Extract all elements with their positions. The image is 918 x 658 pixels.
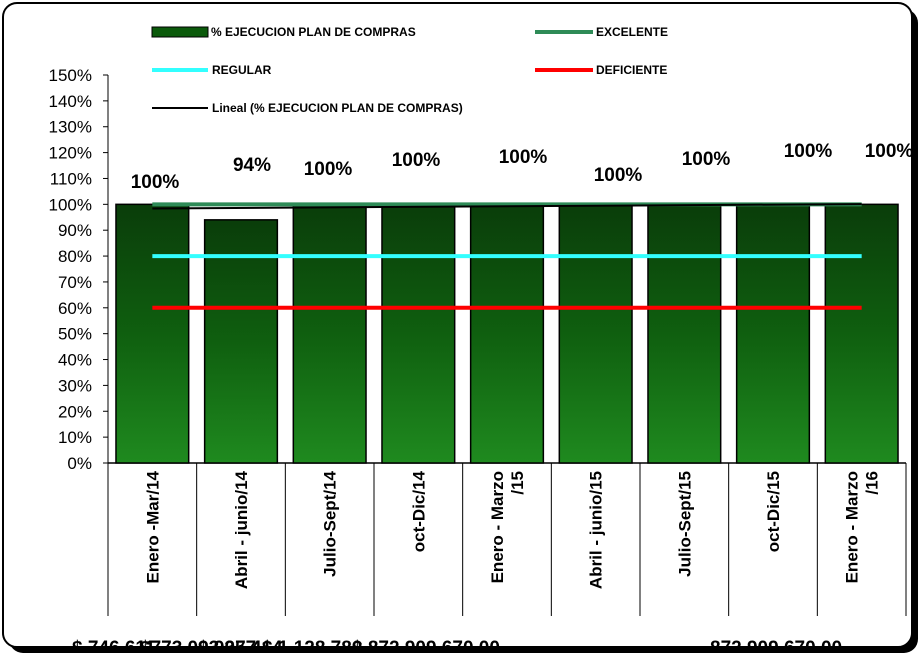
legend-label: DEFICIENTE xyxy=(596,63,667,77)
category-label-line: oct-Dic/15 xyxy=(764,471,783,552)
category-label-line: Julio-Sept/15 xyxy=(675,471,694,577)
category-label-line: Enero - Marzo xyxy=(843,471,862,583)
legend-label: EXCELENTE xyxy=(596,25,668,39)
data-label: 100% xyxy=(131,172,180,193)
y-tick-label: 70% xyxy=(58,273,92,292)
data-label: 100% xyxy=(784,141,833,162)
bar xyxy=(292,203,367,464)
bar xyxy=(735,203,811,464)
axes: 0% 10% 20% 30% 40% 50% 60% 70% 80% 90% 100% 110% 120… xyxy=(49,66,907,616)
legend-label: % EJECUCION PLAN DE COMPRAS xyxy=(211,25,416,39)
category-label-line: Abril - junio/15 xyxy=(587,471,606,589)
bar xyxy=(558,203,633,464)
category-label: Julio-Sept/14 xyxy=(321,470,340,576)
legend-label: Lineal (% EJECUCION PLAN DE COMPRAS) xyxy=(212,101,463,115)
data-label: 100% xyxy=(392,150,441,171)
category-label: Julio-Sept/15 xyxy=(675,471,694,577)
category-label: Abril - junio/14 xyxy=(232,470,251,589)
data-label: 100% xyxy=(865,141,914,162)
y-tick-label: 80% xyxy=(58,247,92,266)
y-tick-label: 120% xyxy=(49,144,92,163)
category-label-line: Enero - Marzo xyxy=(488,471,507,583)
y-tick-label: 0% xyxy=(67,454,92,473)
y-tick-label: 30% xyxy=(58,376,92,395)
legend: % EJECUCION PLAN DE COMPRAS EXCELENTE REGU… xyxy=(151,25,668,115)
bar xyxy=(469,203,545,464)
y-tick-label: 100% xyxy=(49,195,92,214)
bottom-amount: $ 872.909.670,00 xyxy=(352,638,500,653)
data-label: 100% xyxy=(304,159,353,180)
y-tick-label: 10% xyxy=(58,428,92,447)
category-label-line: Julio-Sept/14 xyxy=(321,470,340,576)
legend-swatch xyxy=(151,26,209,38)
y-tick-label: 150% xyxy=(49,66,92,85)
category-label-line: Abril - junio/14 xyxy=(232,470,251,589)
bottom-amount: $ 1.128.780 xyxy=(262,638,362,653)
bar xyxy=(203,219,279,464)
series-line xyxy=(152,203,862,210)
bar xyxy=(115,203,190,464)
category-label-line: Enero -Mar/14 xyxy=(143,470,162,583)
data-label: 94% xyxy=(233,155,271,176)
category-label-line: /15 xyxy=(508,471,527,495)
y-tick-label: 20% xyxy=(58,402,92,421)
category-label: Abril - junio/15 xyxy=(587,471,606,589)
data-label: 100% xyxy=(499,147,548,168)
y-tick-label: 130% xyxy=(49,118,92,137)
data-label: 100% xyxy=(594,165,643,186)
y-tick-label: 50% xyxy=(58,325,92,344)
legend-label: REGULAR xyxy=(212,63,272,77)
bar xyxy=(647,203,722,464)
category-label: Enero - Marzo/16 xyxy=(843,471,882,583)
marks: 100% 94% 100% 100% 100% 100% 100% 100% 100% xyxy=(115,141,914,464)
y-tick-label: 140% xyxy=(49,92,92,111)
bottom-amount: 872.909.670,00 xyxy=(710,638,842,653)
category-label: Enero -Mar/14 xyxy=(143,470,162,583)
y-tick-label: 110% xyxy=(50,169,92,188)
category-label-line: /16 xyxy=(863,471,882,495)
bottom-text: $ 746.611$773.093.077$ 935.414$ 1.128.78… xyxy=(72,638,842,658)
y-tick-label: 40% xyxy=(58,351,92,370)
category-label: Enero - Marzo/15 xyxy=(488,471,527,583)
outer-border xyxy=(2,2,913,648)
category-label-line: oct-Dic/14 xyxy=(409,470,428,552)
y-tick-label: 60% xyxy=(58,299,92,318)
data-label: 100% xyxy=(682,149,731,170)
category-label: oct-Dic/15 xyxy=(764,471,783,552)
bar xyxy=(381,203,456,464)
bar xyxy=(824,203,899,464)
category-label: oct-Dic/14 xyxy=(409,470,428,552)
y-tick-label: 90% xyxy=(58,221,92,240)
